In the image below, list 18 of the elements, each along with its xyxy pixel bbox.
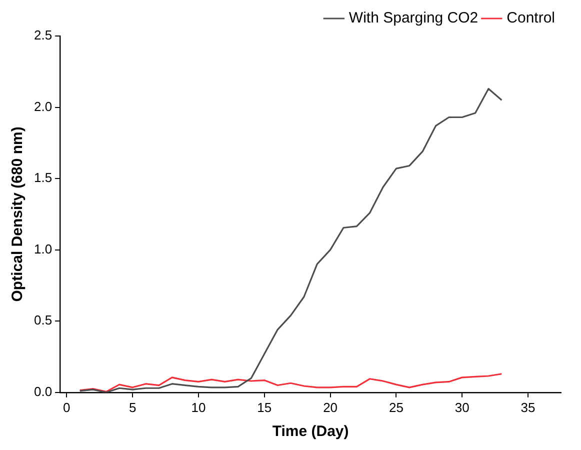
x-tick-label: 20 — [323, 400, 338, 415]
y-tick-label: 0.0 — [34, 384, 52, 399]
y-axis-title: Optical Density (680 nm) — [9, 126, 26, 302]
y-tick-label: 1.0 — [34, 241, 52, 256]
x-axis-title: Time (Day) — [272, 423, 349, 440]
x-tick-label: 0 — [63, 400, 70, 415]
legend-label: With Sparging CO2 — [348, 10, 478, 27]
y-tick-label: 2.0 — [34, 98, 52, 114]
x-tick-label: 15 — [257, 400, 272, 415]
x-tick-label: 30 — [454, 400, 470, 415]
x-tick-label: 25 — [388, 400, 404, 415]
x-tick-label: 10 — [191, 400, 206, 415]
y-tick-label: 2.5 — [34, 28, 52, 43]
y-tick-label: 1.5 — [34, 170, 52, 186]
x-tick-label: 5 — [128, 400, 136, 415]
y-tick-label: 0.5 — [34, 312, 52, 328]
x-tick-label: 35 — [520, 400, 536, 415]
legend-label: Control — [506, 10, 556, 27]
